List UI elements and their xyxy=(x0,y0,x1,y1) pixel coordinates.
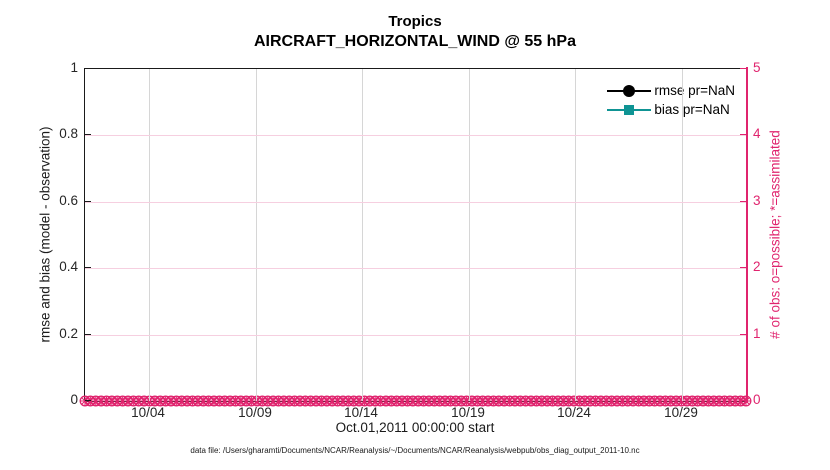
y-tick-mark-left xyxy=(85,134,91,136)
y-tick-mark-left xyxy=(85,68,91,70)
y-tick-label-right: 3 xyxy=(753,193,761,208)
chart-title-block: Tropics AIRCRAFT_HORIZONTAL_WIND @ 55 hP… xyxy=(0,12,830,52)
y-tick-label-left: 0.8 xyxy=(59,126,78,141)
y-tick-mark-right xyxy=(740,134,746,136)
plot-area: rmse pr=NaN bias pr=NaN xyxy=(79,67,752,407)
datafile-caption: data file: /Users/gharamti/Documents/NCA… xyxy=(190,446,640,455)
legend-item-rmse: rmse pr=NaN xyxy=(607,81,735,100)
y-gridline xyxy=(85,268,746,269)
x-gridline xyxy=(682,69,683,401)
y-tick-mark-right xyxy=(740,334,746,336)
y-tick-label-right: 5 xyxy=(753,60,761,75)
y-tick-label-left: 1 xyxy=(70,60,78,75)
rmse-circle-marker-icon xyxy=(623,84,636,97)
y-tick-mark-right xyxy=(740,267,746,269)
legend-label-rmse: rmse pr=NaN xyxy=(654,83,735,98)
legend-label-bias: bias pr=NaN xyxy=(654,102,730,117)
x-gridline xyxy=(362,69,363,401)
y-axis-label-right: # of obs: o=possible; *=assimilated xyxy=(767,130,783,339)
y-tick-mark-left xyxy=(85,267,91,269)
y-gridline xyxy=(85,135,746,136)
bias-line-sample xyxy=(607,103,652,117)
x-gridline xyxy=(469,69,470,401)
y-tick-label-left: 0.2 xyxy=(59,326,78,341)
x-tick-label: 10/14 xyxy=(344,405,378,420)
y-tick-label-left: 0 xyxy=(70,392,78,407)
y-tick-label-right: 0 xyxy=(753,392,761,407)
y-tick-mark-left xyxy=(85,201,91,203)
rmse-line-sample xyxy=(607,84,652,98)
x-gridline xyxy=(256,69,257,401)
x-gridline xyxy=(575,69,576,401)
y-tick-label-right: 4 xyxy=(753,126,761,141)
y-tick-label-left: 0.6 xyxy=(59,193,78,208)
x-tick-label: 10/09 xyxy=(238,405,272,420)
right-spine xyxy=(745,67,748,403)
chart-title: Tropics xyxy=(388,13,442,30)
y-tick-label-right: 1 xyxy=(753,326,761,341)
y-tick-mark-left xyxy=(85,400,91,402)
legend-item-bias: bias pr=NaN xyxy=(607,100,735,119)
y-tick-mark-right xyxy=(740,68,746,70)
y-tick-label-right: 2 xyxy=(753,259,761,274)
assimilated-obs-asterisks xyxy=(80,396,751,406)
y-gridline xyxy=(85,335,746,336)
y-tick-label-left: 0.4 xyxy=(59,259,78,274)
legend: rmse pr=NaN bias pr=NaN xyxy=(607,81,735,119)
x-axis-label: Oct.01,2011 00:00:00 start xyxy=(335,420,495,435)
chart-subtitle: AIRCRAFT_HORIZONTAL_WIND @ 55 hPa xyxy=(254,33,576,50)
y-tick-mark-right xyxy=(740,201,746,203)
y-tick-mark-right xyxy=(740,400,746,402)
x-tick-label: 10/24 xyxy=(557,405,591,420)
y-gridline xyxy=(85,202,746,203)
x-tick-label: 10/29 xyxy=(664,405,698,420)
bias-square-marker-icon xyxy=(624,104,635,115)
y-tick-mark-left xyxy=(85,334,91,336)
x-tick-label: 10/04 xyxy=(131,405,165,420)
x-tick-label: 10/19 xyxy=(451,405,485,420)
x-gridline xyxy=(149,69,150,401)
y-axis-label-left: rmse and bias (model - observation) xyxy=(37,126,53,343)
